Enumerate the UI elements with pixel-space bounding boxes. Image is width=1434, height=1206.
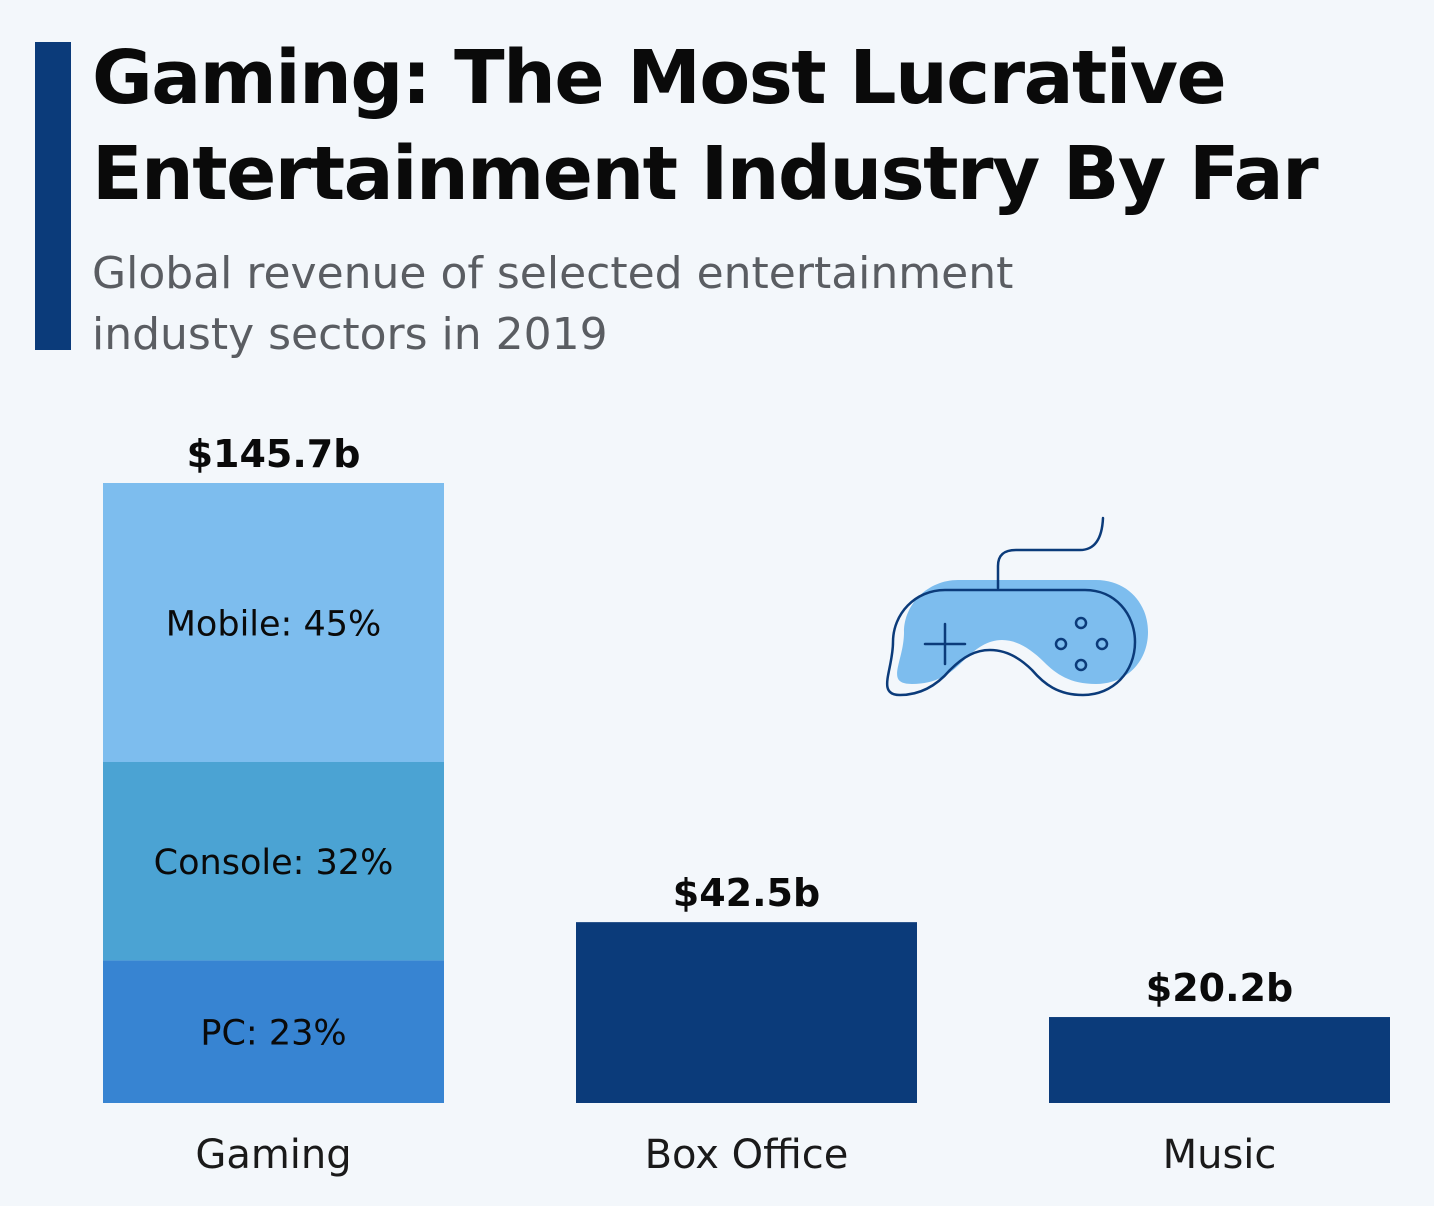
title-line-2: Entertainment Industry By Far bbox=[92, 131, 1319, 217]
gamepad-cable bbox=[996, 516, 1105, 590]
subtitle-line-1: Global revenue of selected entertainment bbox=[92, 248, 1014, 299]
chart-subtitle: Global revenue of selected entertainment… bbox=[92, 243, 1192, 365]
gamepad-button-2 bbox=[1054, 637, 1068, 651]
bar-box-office bbox=[576, 922, 917, 1103]
title-accent-bar bbox=[35, 42, 71, 350]
gamepad-outline bbox=[885, 588, 1137, 697]
title-line-1: Gaming: The Most Lucrative bbox=[92, 35, 1227, 121]
bar-segment-console bbox=[103, 762, 444, 961]
gamepad-icon bbox=[885, 516, 1148, 697]
category-label-music: Music bbox=[1163, 1132, 1277, 1178]
bar-segment-mobile bbox=[103, 483, 444, 762]
category-label-box-office: Box Office bbox=[645, 1132, 849, 1178]
value-label-box-office: $42.5b bbox=[673, 871, 820, 915]
subtitle-line-2: industy sectors in 2019 bbox=[92, 309, 608, 360]
segment-label-console: Console: 32% bbox=[154, 843, 394, 883]
dpad-icon bbox=[923, 622, 967, 666]
chart-title: Gaming: The Most Lucrative Entertainment… bbox=[92, 30, 1412, 222]
bar-music bbox=[1049, 1017, 1390, 1103]
bar-segment-pc bbox=[103, 960, 444, 1103]
category-label-gaming: Gaming bbox=[195, 1132, 351, 1178]
segment-label-mobile: Mobile: 45% bbox=[166, 605, 382, 645]
value-label-music: $20.2b bbox=[1146, 966, 1293, 1010]
value-label-gaming: $145.7b bbox=[187, 432, 361, 476]
gamepad-button-3 bbox=[1095, 637, 1109, 651]
segment-label-pc: PC: 23% bbox=[200, 1014, 346, 1054]
gamepad-button-4 bbox=[1074, 658, 1088, 672]
gamepad-button-1 bbox=[1074, 616, 1088, 630]
gamepad-fill bbox=[897, 580, 1148, 684]
